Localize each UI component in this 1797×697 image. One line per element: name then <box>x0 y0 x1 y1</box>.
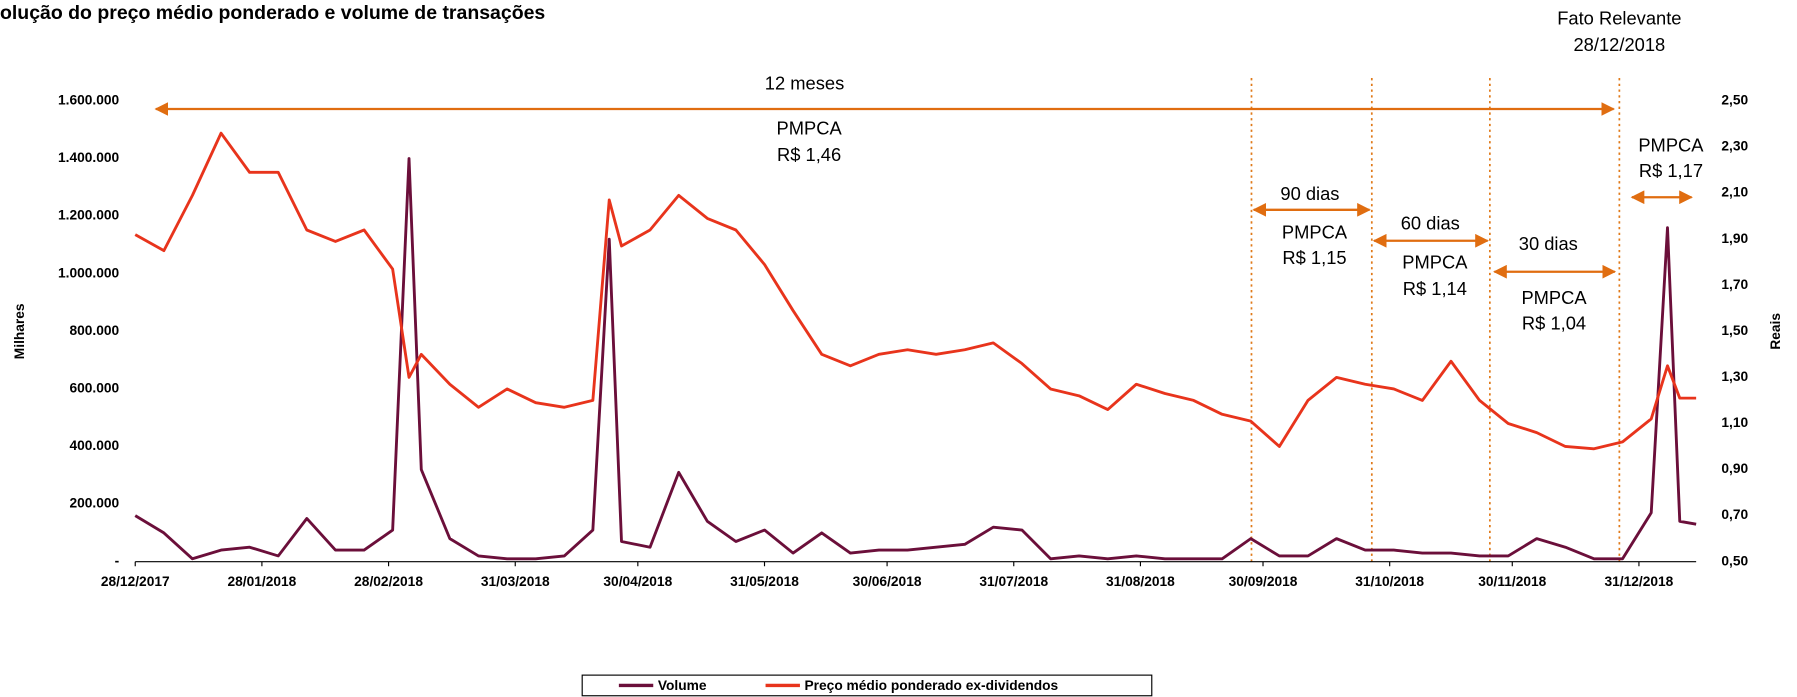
y-tick-label: 1.600.000 <box>58 93 120 108</box>
x-tick-label: 28/12/2017 <box>101 574 170 589</box>
x-tick-label: 31/10/2018 <box>1355 574 1424 589</box>
y2-tick-label: 2,10 <box>1721 185 1748 200</box>
y2-tick-label: 0,90 <box>1721 461 1748 476</box>
x-tick-label: 31/12/2018 <box>1605 574 1674 589</box>
y-tick-label: - <box>115 553 120 568</box>
y2-tick-label: 2,30 <box>1721 139 1748 154</box>
y-tick-label: 600.000 <box>69 381 119 396</box>
y-tick-label: 800.000 <box>69 323 119 338</box>
y2-tick-label: 1,10 <box>1721 415 1748 430</box>
x-tick-label: 31/05/2018 <box>730 574 799 589</box>
annotation: R$ 1,46 <box>777 144 841 165</box>
annotation: 28/12/2018 <box>1573 34 1665 55</box>
annotation: Fato Relevante <box>1557 7 1681 28</box>
y2-tick-label: 1,90 <box>1721 231 1748 246</box>
y2-tick-label: 1,50 <box>1721 323 1748 338</box>
y-tick-label: 1.000.000 <box>58 265 120 280</box>
x-tick-label: 30/04/2018 <box>603 574 672 589</box>
x-tick-label: 28/01/2018 <box>227 574 296 589</box>
annotation: R$ 1,17 <box>1639 160 1703 181</box>
y2-tick-label: 1,30 <box>1721 369 1748 384</box>
x-tick-label: 30/06/2018 <box>853 574 922 589</box>
y-axis-label: Milhares <box>12 303 27 359</box>
annotation: R$ 1,14 <box>1403 278 1467 299</box>
annotation: PMPCA <box>1638 135 1704 156</box>
annotation: 30 dias <box>1519 233 1578 254</box>
series-line <box>134 157 1697 561</box>
x-tick-label: 30/09/2018 <box>1229 574 1298 589</box>
y2-tick-label: 1,70 <box>1721 277 1748 292</box>
legend-label: Preço médio ponderado ex-dividendos <box>805 678 1059 693</box>
annotation: R$ 1,15 <box>1282 247 1346 268</box>
annotation: PMPCA <box>1282 222 1348 243</box>
annotation: PMPCA <box>1521 287 1587 308</box>
annotation: PMPCA <box>777 117 843 138</box>
x-tick-label: 31/07/2018 <box>979 574 1048 589</box>
y2-axis-label: Reais <box>1768 313 1783 350</box>
legend-box <box>581 674 1153 697</box>
x-tick-label: 28/02/2018 <box>354 574 423 589</box>
annotation: 90 dias <box>1280 183 1339 204</box>
annotation: PMPCA <box>1402 252 1468 273</box>
x-tick-label: 31/03/2018 <box>481 574 550 589</box>
y-tick-label: 400.000 <box>69 438 119 453</box>
y-tick-label: 200.000 <box>69 496 119 511</box>
annotation: R$ 1,04 <box>1522 312 1586 333</box>
y2-tick-label: 2,50 <box>1721 93 1748 108</box>
annotations: Fato Relevante 28/12/2018 12 meses PMPCA… <box>154 7 1704 562</box>
chart-title: olução do preço médio ponderado e volume… <box>0 2 545 24</box>
x-tick-label: 30/11/2018 <box>1478 574 1546 589</box>
legend-label: Volume <box>658 678 707 693</box>
y-tick-label: 1.400.000 <box>58 150 120 165</box>
x-tick-label: 31/08/2018 <box>1106 574 1175 589</box>
series-line <box>134 131 1697 451</box>
annotation: 60 dias <box>1401 213 1460 234</box>
y2-tick-label: 0,70 <box>1721 507 1748 522</box>
annotation: 12 meses <box>765 73 844 94</box>
y-tick-label: 1.200.000 <box>58 208 120 223</box>
y2-tick-label: 0,50 <box>1721 553 1748 568</box>
